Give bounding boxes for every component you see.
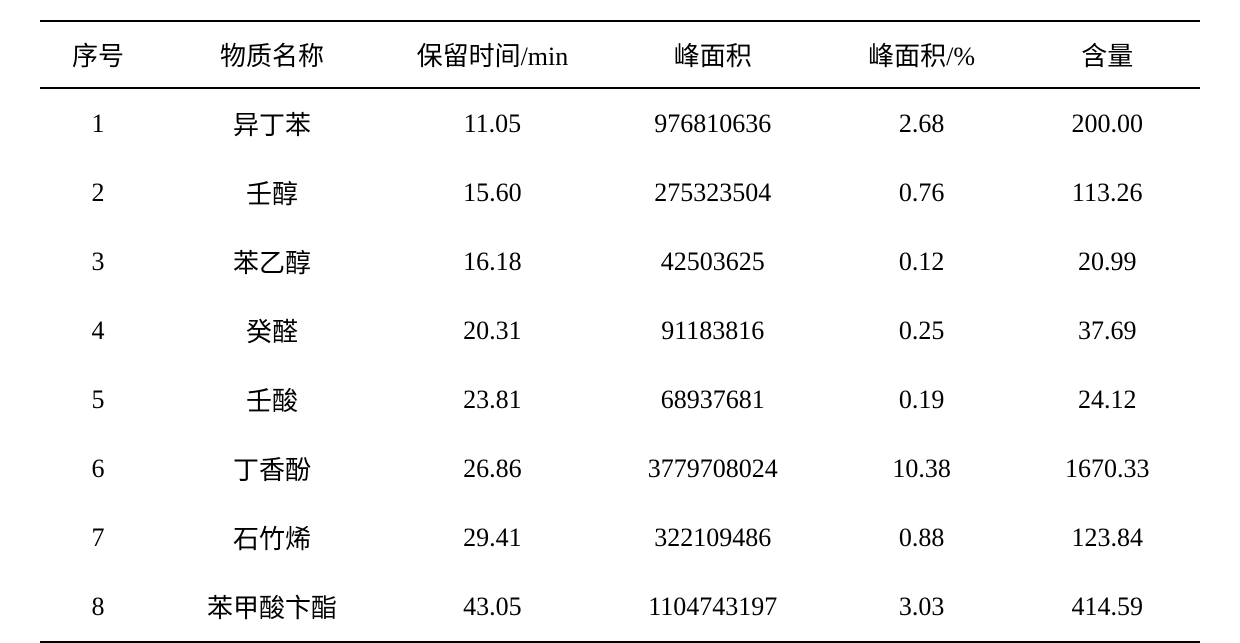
cell-area: 275323504 — [597, 158, 829, 227]
cell-seq: 4 — [40, 296, 156, 365]
cell-pct: 0.88 — [829, 503, 1015, 572]
cell-seq: 6 — [40, 434, 156, 503]
col-header-area: 峰面积 — [597, 21, 829, 88]
header-row: 序号 物质名称 保留时间/min 峰面积 峰面积/% 含量 — [40, 21, 1200, 88]
table-row: 5 壬酸 23.81 68937681 0.19 24.12 — [40, 365, 1200, 434]
cell-area: 3779708024 — [597, 434, 829, 503]
cell-seq: 1 — [40, 88, 156, 158]
cell-name: 壬酸 — [156, 365, 388, 434]
cell-pct: 0.19 — [829, 365, 1015, 434]
col-header-content: 含量 — [1014, 21, 1200, 88]
table-header: 序号 物质名称 保留时间/min 峰面积 峰面积/% 含量 — [40, 21, 1200, 88]
cell-seq: 7 — [40, 503, 156, 572]
cell-content: 200.00 — [1014, 88, 1200, 158]
cell-name: 壬醇 — [156, 158, 388, 227]
col-header-seq: 序号 — [40, 21, 156, 88]
cell-content: 123.84 — [1014, 503, 1200, 572]
cell-time: 15.60 — [388, 158, 597, 227]
cell-pct: 0.25 — [829, 296, 1015, 365]
cell-area: 91183816 — [597, 296, 829, 365]
cell-seq: 2 — [40, 158, 156, 227]
cell-name: 石竹烯 — [156, 503, 388, 572]
cell-name: 异丁苯 — [156, 88, 388, 158]
table-body: 1 异丁苯 11.05 976810636 2.68 200.00 2 壬醇 1… — [40, 88, 1200, 642]
cell-content: 37.69 — [1014, 296, 1200, 365]
cell-pct: 0.76 — [829, 158, 1015, 227]
table-row: 6 丁香酚 26.86 3779708024 10.38 1670.33 — [40, 434, 1200, 503]
col-header-pct: 峰面积/% — [829, 21, 1015, 88]
cell-pct: 10.38 — [829, 434, 1015, 503]
cell-seq: 3 — [40, 227, 156, 296]
cell-area: 322109486 — [597, 503, 829, 572]
table-row: 4 癸醛 20.31 91183816 0.25 37.69 — [40, 296, 1200, 365]
cell-pct: 2.68 — [829, 88, 1015, 158]
cell-content: 24.12 — [1014, 365, 1200, 434]
cell-seq: 5 — [40, 365, 156, 434]
col-header-name: 物质名称 — [156, 21, 388, 88]
cell-time: 26.86 — [388, 434, 597, 503]
cell-time: 23.81 — [388, 365, 597, 434]
cell-content: 20.99 — [1014, 227, 1200, 296]
cell-time: 20.31 — [388, 296, 597, 365]
table-row: 1 异丁苯 11.05 976810636 2.68 200.00 — [40, 88, 1200, 158]
table-row: 2 壬醇 15.60 275323504 0.76 113.26 — [40, 158, 1200, 227]
cell-content: 113.26 — [1014, 158, 1200, 227]
col-header-time: 保留时间/min — [388, 21, 597, 88]
cell-content: 1670.33 — [1014, 434, 1200, 503]
cell-name: 癸醛 — [156, 296, 388, 365]
cell-time: 29.41 — [388, 503, 597, 572]
data-table: 序号 物质名称 保留时间/min 峰面积 峰面积/% 含量 1 异丁苯 11.0… — [40, 20, 1200, 643]
table-row: 7 石竹烯 29.41 322109486 0.88 123.84 — [40, 503, 1200, 572]
cell-name: 苯乙醇 — [156, 227, 388, 296]
cell-area: 976810636 — [597, 88, 829, 158]
cell-area: 42503625 — [597, 227, 829, 296]
cell-time: 16.18 — [388, 227, 597, 296]
cell-name: 丁香酚 — [156, 434, 388, 503]
table-row: 3 苯乙醇 16.18 42503625 0.12 20.99 — [40, 227, 1200, 296]
cell-area: 68937681 — [597, 365, 829, 434]
cell-time: 11.05 — [388, 88, 597, 158]
cell-pct: 0.12 — [829, 227, 1015, 296]
